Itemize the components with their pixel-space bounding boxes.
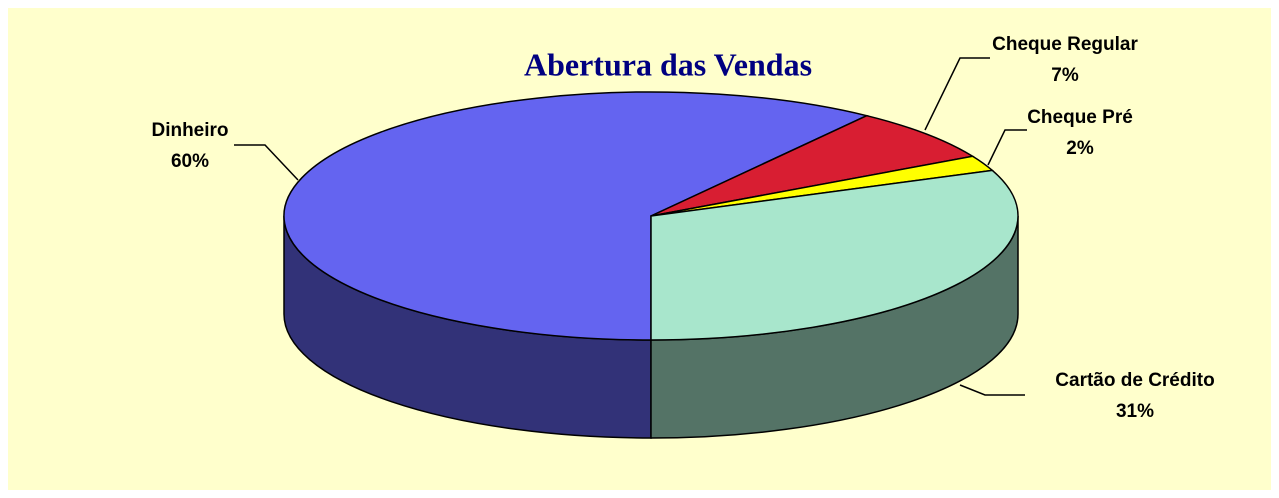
slice-value-label: 7%	[1051, 65, 1079, 86]
slice-label: Cartão de Crédito	[1055, 370, 1214, 391]
leader-line	[987, 129, 1027, 166]
slice-value-label: 2%	[1066, 138, 1094, 159]
chart-title: Abertura das Vendas	[524, 46, 812, 82]
slice-label: Cheque Pré	[1027, 107, 1133, 128]
slice-label: Cheque Regular	[992, 34, 1138, 55]
leader-line	[234, 144, 299, 181]
leader-line	[924, 57, 990, 131]
slice-value-label: 31%	[1116, 401, 1154, 422]
pie-slice	[283, 91, 869, 341]
slice-value-label: 60%	[171, 151, 209, 172]
pie-slice	[650, 114, 975, 217]
leader-line	[959, 384, 1025, 396]
slice-label: Dinheiro	[151, 120, 228, 141]
pie-slice	[650, 169, 1019, 341]
